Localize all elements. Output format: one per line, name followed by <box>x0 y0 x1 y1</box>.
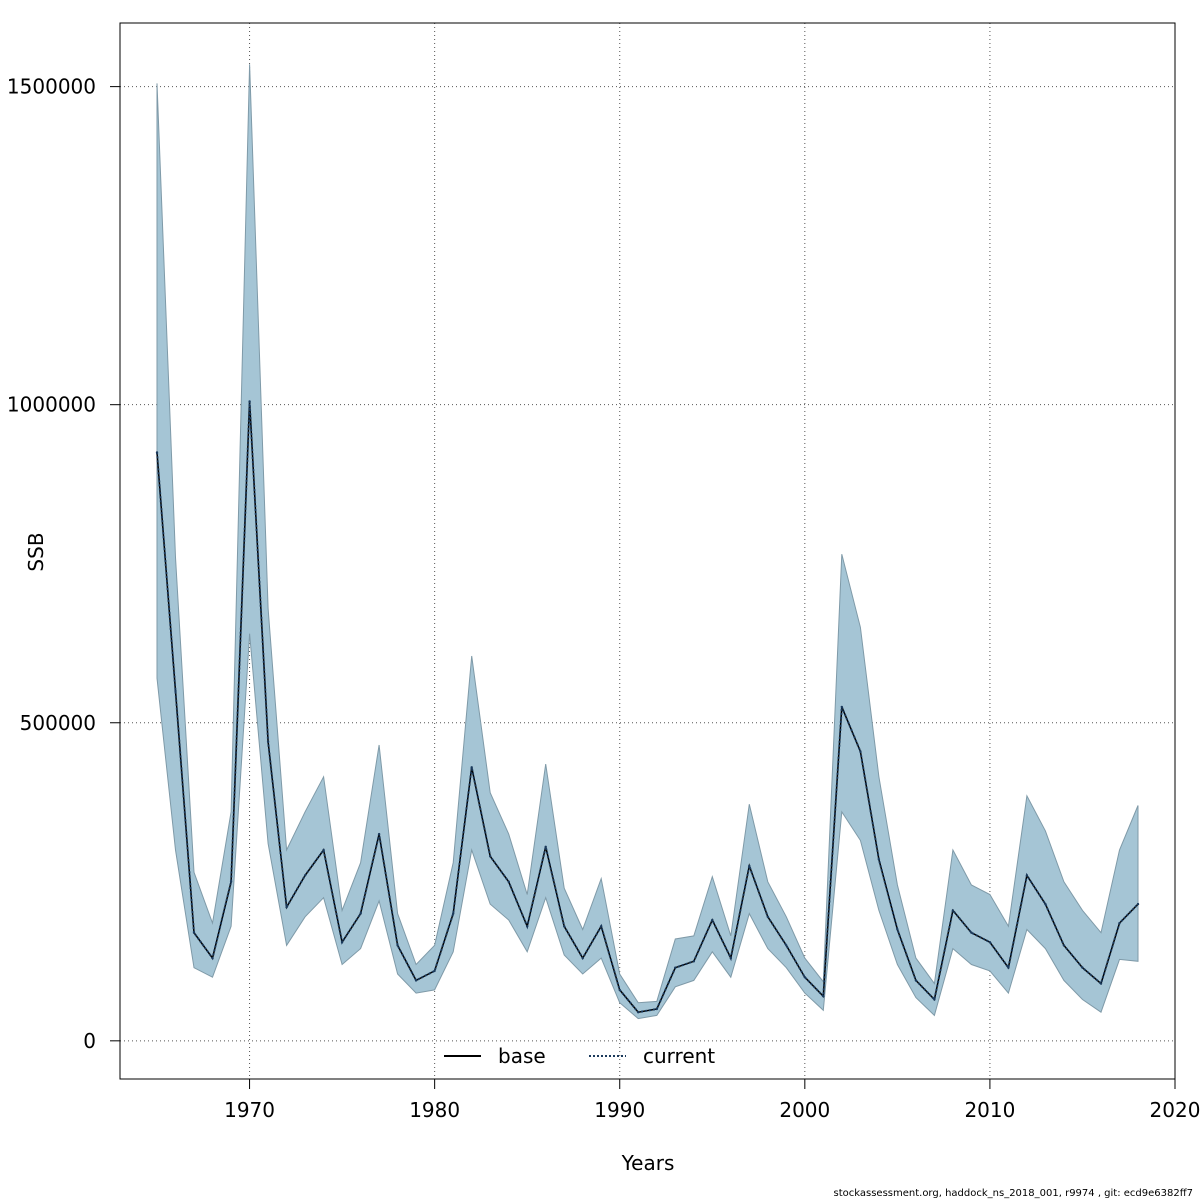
plot-frame <box>119 22 1176 1080</box>
data-point-current <box>859 750 862 753</box>
data-point-current <box>618 988 621 992</box>
data-point-current <box>396 944 399 947</box>
data-point-current <box>211 956 214 960</box>
data-point-current <box>359 912 362 915</box>
x-tick-label: 2000 <box>779 1098 830 1122</box>
legend-label-current: current <box>643 1044 715 1068</box>
legend-label-base: base <box>498 1044 546 1068</box>
y-tick-label: 1000000 <box>7 393 96 417</box>
data-point-current <box>470 766 473 769</box>
data-point-current <box>433 969 436 973</box>
series-line-base <box>156 401 1139 1014</box>
y-tick-label: 1500000 <box>7 75 96 99</box>
data-point-current <box>840 705 843 709</box>
data-point-current <box>933 998 936 1001</box>
data-point-current <box>322 848 325 852</box>
x-axis: 1970 1980 1990 2000 2010 2020 <box>224 1079 1200 1122</box>
data-point-current <box>248 400 251 403</box>
data-point-current <box>822 995 825 998</box>
data-point-current <box>674 966 677 969</box>
footer-note: stockassessment.org, haddock_ns_2018_001… <box>834 1188 1194 1199</box>
data-point-current <box>155 451 159 454</box>
x-tick-label: 1980 <box>409 1098 460 1122</box>
data-point-current <box>507 880 510 883</box>
confidence-band <box>156 64 1139 1020</box>
data-points <box>155 400 1140 1014</box>
data-point-current <box>600 925 603 928</box>
data-point-current <box>748 864 751 868</box>
data-point-current <box>803 976 806 979</box>
data-point-current <box>1136 902 1140 906</box>
data-point-current <box>729 956 732 960</box>
x-tick-label: 1970 <box>224 1098 275 1122</box>
data-point-current <box>285 906 288 909</box>
data-point-current <box>655 1007 658 1011</box>
data-point-current <box>303 874 307 877</box>
x-tick-label: 2010 <box>964 1098 1015 1122</box>
data-point-current <box>581 956 584 960</box>
x-axis-label: Years <box>621 1151 675 1175</box>
x-tick-label: 2020 <box>1150 1098 1200 1122</box>
data-point-current <box>377 832 381 836</box>
data-point-current <box>563 925 566 928</box>
data-point-current <box>1044 902 1047 906</box>
data-point-current <box>1062 944 1066 947</box>
data-point-current <box>544 845 547 848</box>
data-point-current <box>988 941 992 944</box>
legend: base current <box>444 1044 715 1068</box>
data-point-current <box>914 979 918 982</box>
data-point-current <box>766 915 769 918</box>
y-axis-label: SSB <box>24 532 48 571</box>
data-point-current <box>526 925 529 928</box>
x-tick-label: 1990 <box>594 1098 645 1122</box>
data-point-current <box>785 944 788 947</box>
data-point-current <box>1081 966 1084 969</box>
data-point-current <box>970 931 973 934</box>
data-point-current <box>1118 921 1121 925</box>
data-point-current <box>877 858 881 861</box>
data-point-current <box>266 740 270 743</box>
data-point-current <box>489 855 492 858</box>
data-point-current <box>192 931 196 934</box>
data-point-current <box>692 960 695 963</box>
data-point-current <box>452 912 455 915</box>
y-axis: 0 500000 1000000 1500000 <box>7 75 120 1053</box>
data-point-current <box>1007 966 1010 969</box>
data-point-current <box>174 689 177 693</box>
data-point-current <box>414 979 418 982</box>
data-point-current <box>896 928 899 931</box>
data-point-current <box>1099 982 1103 985</box>
y-tick-label: 0 <box>83 1029 96 1053</box>
data-point-current <box>637 1011 640 1014</box>
data-point-current <box>340 941 344 944</box>
data-point-current <box>951 909 955 912</box>
y-tick-label: 500000 <box>20 711 96 735</box>
data-point-current <box>229 880 233 883</box>
data-point-current <box>711 918 714 922</box>
data-point-current <box>1025 874 1029 877</box>
